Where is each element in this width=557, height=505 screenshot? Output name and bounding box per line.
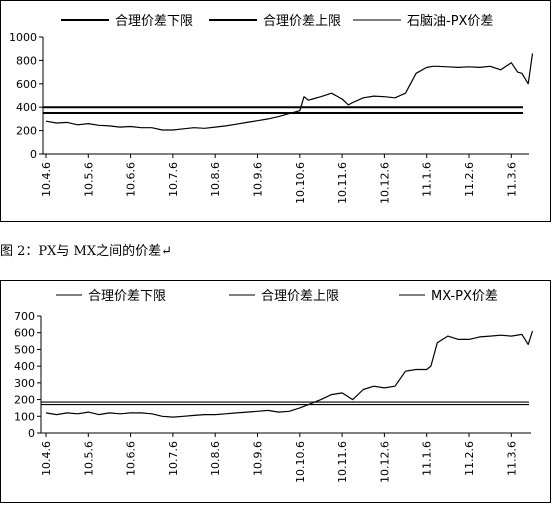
chart-1-legend-label-0: 合理价差下限 <box>115 14 193 29</box>
chart-1-x-tick-label-4: 10.8.6 <box>209 162 222 197</box>
chart-1-y-tick-label-4: 800 <box>16 54 37 67</box>
chart-2-x-tick-label-7: 10.11.6 <box>336 441 349 483</box>
chart-1-x-tick-label-5: 10.9.6 <box>252 162 265 197</box>
chart-1-x-tick-label-10: 11.2.6 <box>463 162 476 197</box>
chart-2-x-tick-label-10: 11.2.6 <box>463 441 476 476</box>
chart-1-x-tick-label-11: 11.3.6 <box>505 162 518 197</box>
chart-2-x-tick-label-6: 10.10.6 <box>294 441 307 483</box>
chart-1-x-tick-label-0: 10.4.6 <box>40 162 53 197</box>
chart-1-svg: 合理价差下限 合理价差上限 石脑油-PX价差 0 200 400 600 800 1000 10.… <box>9 14 534 204</box>
chart-2-x-tick-label-11: 11.3.6 <box>505 441 518 476</box>
chart-2-y-tick-label-0: 0 <box>28 427 35 440</box>
chart-panel-2: 合理价差下限 合理价差上限 MX-PX价差 0 100 200 300 400 500 600 70… <box>0 280 551 503</box>
chart-1-x-tick-label-6: 10.10.6 <box>294 162 307 204</box>
chart-2-x-tick-label-3: 10.7.6 <box>167 441 180 476</box>
chart-1-series-2-line <box>45 53 534 131</box>
chart-1-x-tick-label-9: 11.1.6 <box>421 162 434 197</box>
figure-caption: 图 2：PX与 MX之间的价差↵ <box>0 244 172 259</box>
chart-1-x-tick-label-8: 10.12.6 <box>378 162 391 204</box>
chart-1-legend-label-1: 合理价差上限 <box>263 14 341 29</box>
chart-1-y-tick-label-5: 1000 <box>9 31 37 44</box>
chart-2-y-tick-label-1: 100 <box>14 410 35 423</box>
chart-1-y-tick-label-2: 400 <box>16 101 37 114</box>
chart-2-y-tick-label-2: 200 <box>14 394 35 407</box>
chart-2-y-tick-label-5: 500 <box>14 343 35 356</box>
chart-2-x-tick-label-1: 10.5.6 <box>82 441 95 476</box>
chart-panel-1: 合理价差下限 合理价差上限 石脑油-PX价差 0 200 400 600 800 1000 10.… <box>0 0 551 222</box>
chart-2-series-2-line <box>45 330 534 418</box>
chart-1-x-tick-label-7: 10.11.6 <box>336 162 349 204</box>
chart-2-y-tick-label-6: 600 <box>14 327 35 340</box>
chart-2-legend-label-2: MX-PX价差 <box>431 289 498 304</box>
chart-2-x-tick-label-4: 10.8.6 <box>209 441 222 476</box>
chart-2-svg: 合理价差下限 合理价差上限 MX-PX价差 0 100 200 300 400 500 600 70… <box>14 289 534 483</box>
chart-1-x-tick-label-2: 10.6.6 <box>125 162 138 197</box>
chart-2-legend-label-1: 合理价差上限 <box>261 289 339 304</box>
chart-1-x-tick-label-1: 10.5.6 <box>82 162 95 197</box>
chart-2-y-tick-label-7: 700 <box>14 310 35 323</box>
chart-1-y-tick-label-1: 200 <box>16 125 37 138</box>
chart-2-x-tick-label-0: 10.4.6 <box>40 441 53 476</box>
chart-2-legend-label-0: 合理价差下限 <box>88 289 166 304</box>
chart-1-x-tick-label-3: 10.7.6 <box>167 162 180 197</box>
chart-2-x-tick-label-2: 10.6.6 <box>125 441 138 476</box>
chart-2-x-tick-label-8: 10.12.6 <box>378 441 391 483</box>
chart-1-legend-label-2: 石脑油-PX价差 <box>407 14 493 29</box>
chart-1-y-tick-label-0: 0 <box>30 148 37 161</box>
chart-2-y-tick-label-4: 400 <box>14 360 35 373</box>
chart-2-x-tick-label-5: 10.9.6 <box>252 441 265 476</box>
chart-2-x-tick-label-9: 11.1.6 <box>421 441 434 476</box>
chart-1-y-tick-label-3: 600 <box>16 78 37 91</box>
chart-2-y-tick-label-3: 300 <box>14 377 35 390</box>
